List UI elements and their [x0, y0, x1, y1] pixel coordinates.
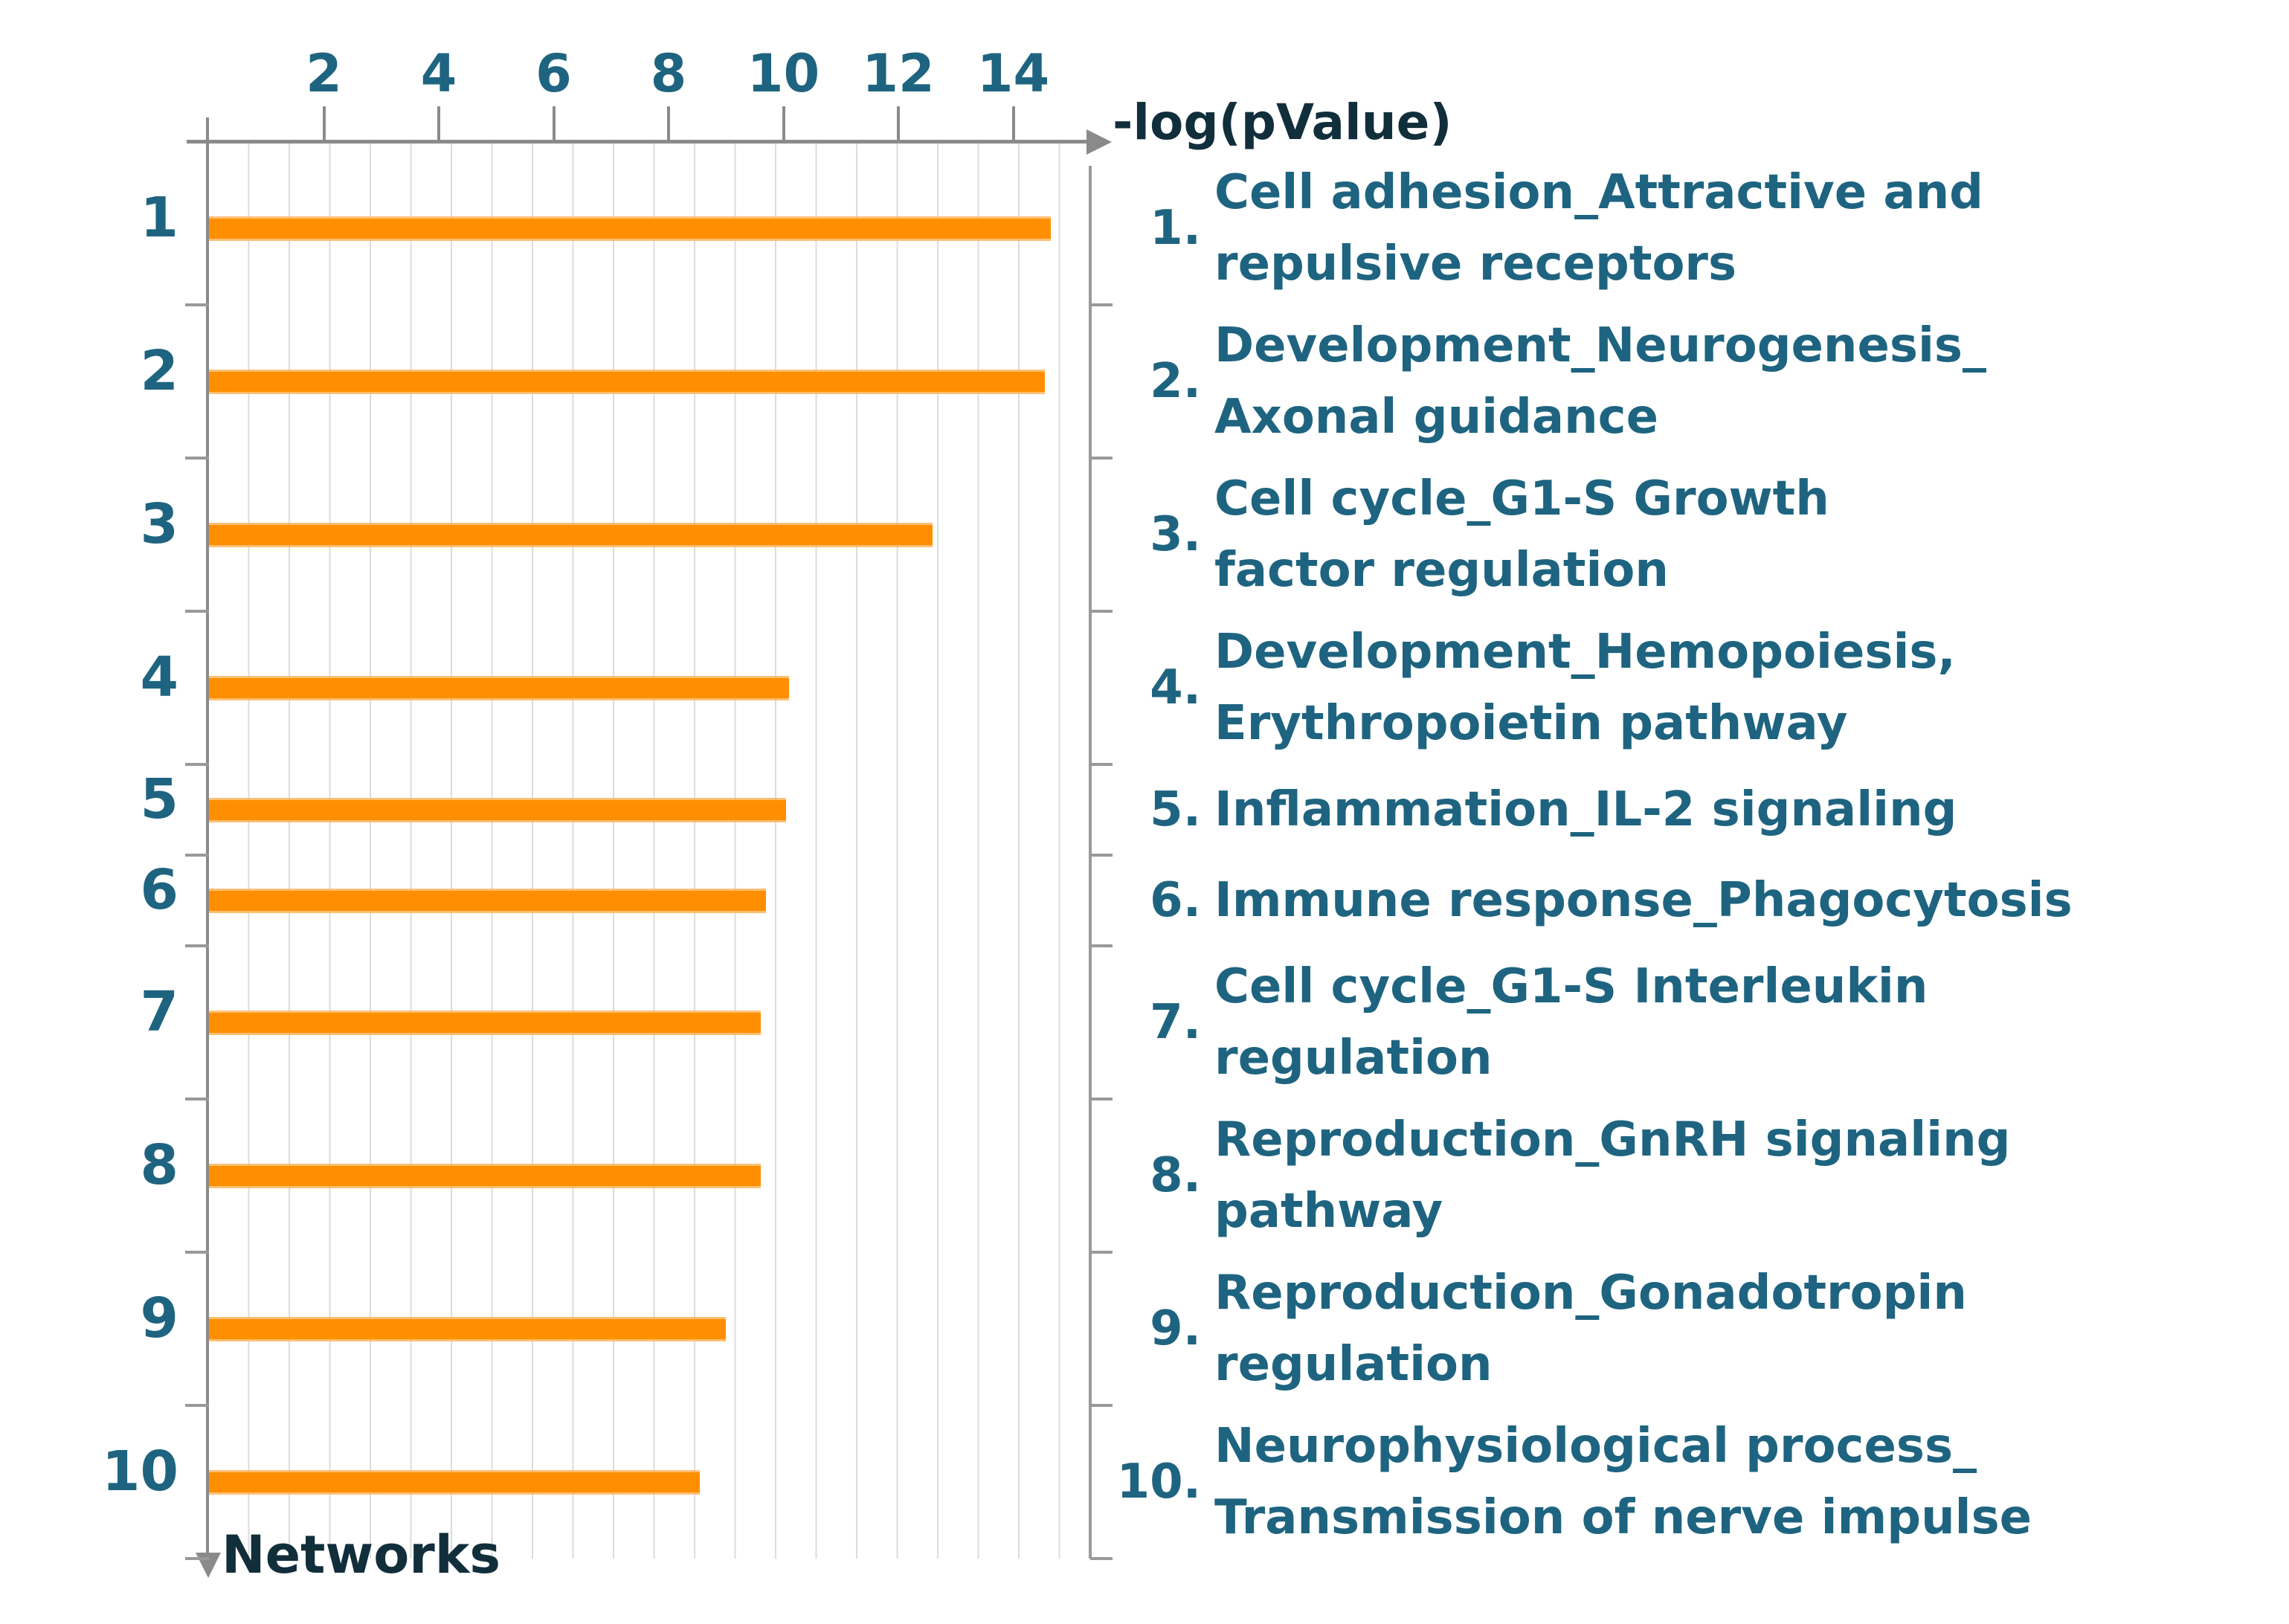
x-axis-tick-label: 4 [420, 43, 457, 104]
x-axis-tick-label: 12 [862, 43, 935, 104]
legend-item-label: Cell cycle_G1-S Interleukin regulation [1214, 959, 1928, 1086]
legend-item: 3. Cell cycle_G1-S Growth factor regulati… [1097, 458, 2270, 611]
y-axis-boundary-tick [185, 610, 209, 613]
legend-item: 8. Reproduction_GnRH signaling pathway [1097, 1099, 2270, 1252]
legend-item: 1. Cell adhesion_Attractive and repulsive… [1097, 152, 2270, 305]
legend-item-number: 6. [1150, 873, 1201, 928]
legend-item-number: 3. [1150, 507, 1201, 562]
bar [209, 890, 767, 911]
category-label: 8 [140, 1133, 179, 1197]
bar [209, 677, 790, 698]
category-label: 7 [140, 980, 179, 1044]
x-axis-tick [322, 106, 326, 140]
x-axis-title: -log(pValue) [1113, 94, 1452, 151]
legend-item-label: Reproduction_Gonadotropin regulation [1214, 1266, 1967, 1392]
category-label: 3 [140, 492, 179, 556]
x-axis-tick-label: 14 [976, 43, 1050, 104]
x-axis-tick-label: 6 [535, 43, 572, 104]
bar [209, 1165, 761, 1186]
legend-item-number: 9. [1150, 1301, 1201, 1356]
y-axis-boundary-tick [185, 457, 209, 460]
x-axis-tick [1011, 106, 1015, 140]
legend-item-label: Reproduction_GnRH signaling pathway [1214, 1112, 2011, 1239]
legend-item: 7. Cell cycle_G1-S Interleukin regulation [1097, 946, 2270, 1099]
y-axis-boundary-tick [185, 1251, 209, 1254]
x-axis-tick [552, 106, 556, 140]
x-axis-arrow-icon [1086, 129, 1112, 155]
legend-boundary-tick [1090, 1557, 1113, 1560]
legend-item-number: 7. [1150, 995, 1201, 1050]
legend-item: 10. Neurophysiological process_ Transmiss… [1097, 1405, 2270, 1559]
y-axis-arrow-icon [196, 1553, 221, 1578]
x-axis-tick-label: 2 [306, 43, 342, 104]
legend-boundary-tick [1090, 303, 1113, 306]
legend-boundary-tick [1090, 763, 1113, 766]
legend-item: 6. Immune response_Phagocytosis [1097, 855, 2270, 946]
legend-item-label: Cell adhesion_Attractive and repulsive r… [1214, 165, 1983, 291]
legend-item-label: Cell cycle_G1-S Growth factor regulation [1214, 471, 1829, 598]
legend-bracket-line [1089, 166, 1092, 1559]
category-label: 2 [140, 339, 179, 403]
legend-boundary-tick [1090, 854, 1113, 857]
bar [209, 218, 1051, 239]
bar [209, 371, 1045, 392]
y-axis-boundary-tick [185, 763, 209, 766]
legend-item: 9. Reproduction_Gonadotropin regulation [1097, 1252, 2270, 1405]
category-label: 5 [140, 767, 179, 831]
legend-boundary-tick [1090, 1404, 1113, 1407]
legend-boundary-tick [1090, 1251, 1113, 1254]
y-axis-boundary-tick [185, 1098, 209, 1101]
bar [209, 1472, 701, 1492]
y-axis-line [206, 117, 209, 1553]
y-axis-boundary-tick [185, 944, 209, 947]
x-axis-tick [437, 106, 440, 140]
legend-item-number: 4. [1150, 660, 1201, 715]
x-axis-tick-label: 8 [650, 43, 687, 104]
legend-item: 2. Development_Neurogenesis_ Axonal guida… [1097, 305, 2270, 458]
y-axis-boundary-tick [185, 303, 209, 306]
legend-item: 4. Development_Hemopoiesis, Erythropoieti… [1097, 611, 2270, 764]
y-axis-title: Networks [222, 1524, 501, 1585]
legend-boundary-tick [1090, 610, 1113, 613]
category-label: 1 [140, 186, 179, 250]
y-axis-boundary-tick [185, 1557, 209, 1560]
legend-item-label: Development_Hemopoiesis, Erythropoietin … [1214, 625, 1956, 751]
legend-boundary-tick [1090, 944, 1113, 947]
x-axis-tick [897, 106, 900, 140]
x-axis-tick [667, 106, 670, 140]
bar [209, 799, 787, 820]
y-axis-boundary-tick [185, 854, 209, 857]
legend-item-number: 5. [1150, 782, 1201, 837]
legend-item-number: 8. [1150, 1148, 1201, 1203]
category-label: 4 [140, 645, 179, 709]
category-label: 9 [140, 1286, 179, 1350]
y-axis-boundary-tick [185, 1404, 209, 1407]
legend-item-number: 2. [1150, 354, 1201, 409]
legend-boundary-tick [1090, 1098, 1113, 1101]
legend-item-label: Inflammation_IL-2 signaling [1214, 782, 1957, 837]
legend-item-label: Development_Neurogenesis_ Axonal guidanc… [1214, 318, 1986, 445]
legend-item-label: Immune response_Phagocytosis [1214, 873, 2073, 928]
legend-item-number: 10. [1116, 1454, 1201, 1509]
x-axis-line [187, 140, 1088, 144]
legend-item-number: 1. [1150, 201, 1201, 256]
category-label: 10 [102, 1440, 178, 1504]
bar [209, 1318, 727, 1339]
bar [209, 524, 933, 545]
bar [209, 1012, 761, 1033]
category-label: 6 [140, 858, 179, 922]
x-axis-tick-label: 10 [747, 43, 820, 104]
legend-boundary-tick [1090, 457, 1113, 460]
legend-item: 5. Inflammation_IL-2 signaling [1097, 764, 2270, 855]
plot-gridlines [209, 141, 1061, 1559]
legend-item-label: Neurophysiological process_ Transmission… [1214, 1419, 2032, 1545]
x-axis-tick [782, 106, 785, 140]
